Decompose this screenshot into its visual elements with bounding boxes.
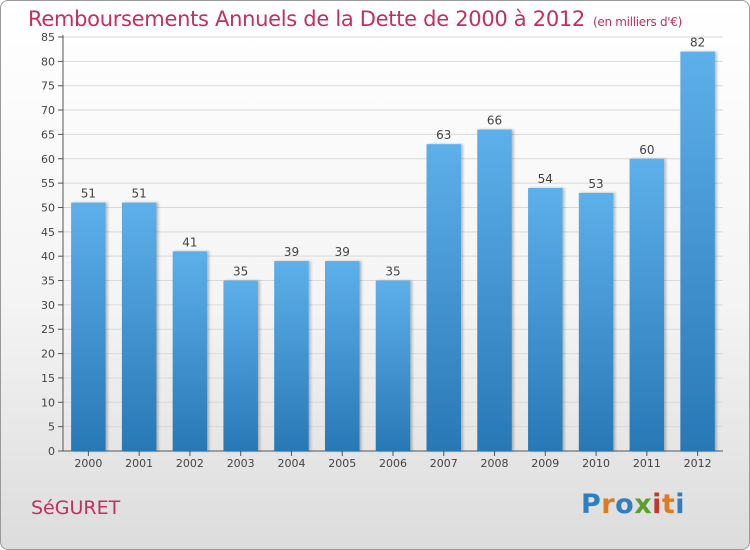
- chart-title: Remboursements Annuels de la Dette de 20…: [28, 7, 682, 31]
- logo-letter: r: [601, 489, 616, 520]
- x-tick-label: 2003: [227, 457, 255, 470]
- bar: [477, 129, 512, 451]
- data-label: 51: [81, 187, 96, 201]
- x-tick-label: 2007: [430, 457, 458, 470]
- bar: [223, 280, 258, 451]
- x-tick-label: 2000: [74, 457, 102, 470]
- y-tick-label: 50: [41, 201, 55, 214]
- y-tick-label: 85: [41, 31, 55, 44]
- x-tick-label: 2008: [481, 457, 509, 470]
- x-tick-label: 2002: [176, 457, 204, 470]
- data-label: 66: [487, 114, 502, 128]
- y-tick-label: 35: [41, 275, 55, 288]
- x-tick-label: 2005: [328, 457, 356, 470]
- logo-letter: i: [652, 489, 662, 520]
- data-label: 60: [639, 143, 654, 157]
- x-tick-label: 2009: [531, 457, 559, 470]
- data-labels: 51 51 41 35 39 39 35 63 66 54 53 60 82: [81, 36, 706, 279]
- y-tick-label: 70: [41, 104, 55, 117]
- bar: [274, 261, 309, 451]
- y-tick-label: 45: [41, 226, 55, 239]
- data-label: 39: [284, 245, 299, 259]
- y-tick-label: 55: [41, 177, 55, 190]
- bar: [578, 192, 614, 451]
- proxiti-logo: Proxiti: [581, 489, 685, 520]
- bar: [172, 251, 208, 451]
- data-label: 63: [436, 128, 451, 142]
- bar: [629, 158, 665, 451]
- y-tick-label: 20: [41, 348, 55, 361]
- bar: [71, 202, 106, 451]
- y-tick-label: 10: [41, 396, 55, 409]
- x-tick-label: 2001: [125, 457, 153, 470]
- x-tick-label: 2011: [633, 457, 661, 470]
- commune-name: SéGURET: [31, 497, 121, 519]
- data-label: 35: [385, 265, 400, 279]
- data-label: 82: [690, 36, 705, 50]
- logo-letter: o: [615, 489, 635, 520]
- y-tick-label: 30: [41, 299, 55, 312]
- x-tick-label: 2010: [582, 457, 610, 470]
- bars: [71, 51, 715, 452]
- data-label: 39: [335, 245, 350, 259]
- logo-letter: P: [581, 489, 602, 520]
- data-label: 54: [538, 172, 553, 186]
- y-tick-label: 80: [41, 55, 55, 68]
- y-tick-label: 40: [41, 250, 55, 263]
- y-tick-label: 25: [41, 323, 55, 336]
- x-tick-label: 2004: [277, 457, 305, 470]
- bar: [121, 202, 157, 451]
- y-tick-label: 75: [41, 80, 55, 93]
- data-label: 35: [233, 265, 248, 279]
- bar: [528, 187, 563, 452]
- logo-letter: t: [661, 489, 676, 520]
- bar: [680, 51, 715, 452]
- x-tick-label: 2012: [684, 457, 712, 470]
- data-label: 41: [182, 235, 197, 249]
- y-tick-label: 15: [41, 372, 55, 385]
- logo-letter: x: [634, 489, 653, 520]
- y-tick-label: 65: [41, 128, 55, 141]
- x-tick-label: 2006: [379, 457, 407, 470]
- y-tick-label: 0: [48, 445, 55, 458]
- data-label: 53: [588, 177, 603, 191]
- data-label: 51: [132, 187, 147, 201]
- bar: [426, 144, 462, 451]
- bar: [375, 280, 411, 451]
- bar: [324, 261, 360, 451]
- logo-letter: i: [675, 489, 686, 520]
- y-tick-label: 60: [41, 153, 55, 166]
- chart-title-unit: (en milliers d'€): [593, 15, 683, 29]
- chart-title-main: Remboursements Annuels de la Dette de 20…: [28, 7, 585, 31]
- y-tick-label: 5: [48, 421, 55, 434]
